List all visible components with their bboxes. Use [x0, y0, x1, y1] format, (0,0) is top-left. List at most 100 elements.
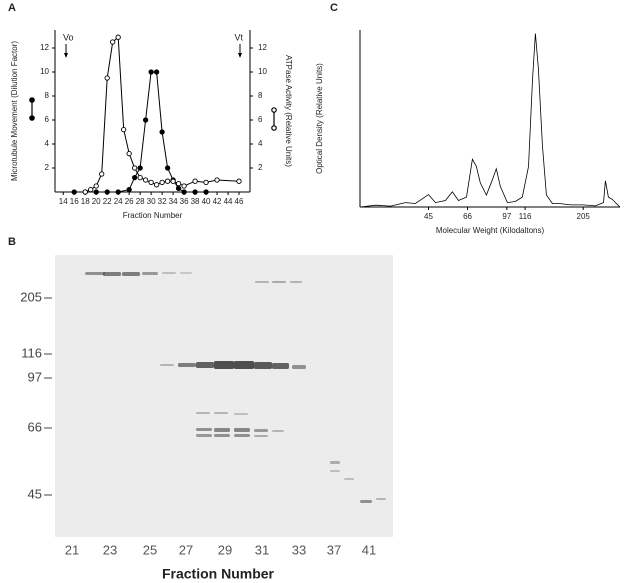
- gel-band: [360, 500, 372, 503]
- x-tick-label: 20: [92, 197, 101, 206]
- y2-tick-label: 10: [258, 67, 267, 76]
- gel-band: [234, 434, 250, 437]
- lane-label: 27: [179, 542, 193, 557]
- x-tick-label: 45: [424, 212, 433, 221]
- data-point: [110, 39, 116, 45]
- y-axis-label: Microtubule Movement (Dilution Factor): [10, 41, 19, 181]
- gel-band: [330, 461, 340, 464]
- gel-band: [272, 363, 289, 369]
- data-point: [137, 174, 143, 181]
- y2-axis-label: ATPase Activity (Relative Units): [284, 55, 293, 167]
- data-point: [181, 183, 187, 189]
- y2-tick-label: 2: [258, 163, 263, 172]
- data-point: [71, 189, 77, 195]
- gel-bands: [85, 272, 386, 503]
- data-point: [142, 117, 149, 123]
- data-point: [115, 34, 121, 40]
- x-tick-label: 40: [202, 197, 211, 206]
- y-axis-label: Optical Density (Relative Units): [315, 63, 324, 174]
- data-line: [74, 71, 207, 193]
- data-point: [192, 178, 198, 184]
- gel-band: [214, 412, 228, 414]
- x-tick-label: 16: [70, 197, 79, 206]
- data-point: [153, 69, 160, 75]
- x-tick-label: 32: [158, 197, 167, 206]
- x-tick-label: 97: [502, 212, 511, 221]
- gel-band: [196, 412, 210, 414]
- data-point: [148, 179, 154, 186]
- lane-label: 31: [255, 542, 269, 557]
- lane-label: 41: [362, 542, 376, 557]
- data-point: [203, 179, 209, 186]
- data-point: [131, 174, 138, 181]
- lane-label: 21: [65, 542, 79, 557]
- gel-band: [234, 361, 254, 369]
- y-tick-label: 6: [45, 115, 50, 124]
- data-point: [126, 186, 132, 193]
- gel-band: [292, 365, 306, 369]
- data-point: [93, 189, 99, 195]
- annotation: Vo: [63, 32, 74, 42]
- data-point: [192, 189, 198, 195]
- gel-band: [234, 413, 248, 415]
- data-point: [142, 177, 149, 183]
- data-point: [214, 177, 220, 183]
- x-tick-label: 14: [59, 197, 68, 206]
- x-tick-label: 24: [114, 197, 123, 206]
- data-point: [126, 150, 132, 157]
- data-point: [104, 75, 110, 81]
- annotation-arrowhead: [238, 53, 242, 58]
- x-tick-label: 42: [213, 197, 222, 206]
- gel-band: [214, 361, 234, 369]
- annotation-arrowhead: [64, 53, 68, 58]
- lane-label: 33: [292, 542, 306, 557]
- data-point: [99, 171, 105, 177]
- data-point: [164, 178, 171, 184]
- x-tick-label: 26: [125, 197, 134, 206]
- panel-label: B: [8, 236, 16, 248]
- annotation: Vt: [234, 32, 243, 42]
- gel-band: [85, 272, 105, 275]
- gel-band: [290, 281, 302, 283]
- gel-band: [272, 430, 284, 432]
- y2-tick-label: 8: [258, 91, 263, 100]
- y2-tick-label: 6: [258, 115, 263, 124]
- x-tick-label: 34: [169, 197, 178, 206]
- gel-band: [196, 362, 214, 368]
- lane-label: 25: [143, 542, 157, 557]
- data-point: [164, 165, 171, 171]
- y-tick-label: 10: [40, 67, 49, 76]
- panel-label: A: [8, 2, 16, 14]
- gel-band: [272, 281, 286, 283]
- gel-x-label: Fraction Number: [162, 566, 275, 582]
- data-point: [175, 185, 182, 192]
- data-point: [181, 189, 187, 195]
- marker-label: 116: [21, 345, 42, 360]
- gel-band: [214, 428, 230, 432]
- panel-label: C: [330, 2, 338, 14]
- x-tick-label: 36: [180, 197, 189, 206]
- data-point: [203, 189, 209, 195]
- x-axis-label: Fraction Number: [123, 211, 183, 220]
- y-tick-label: 12: [40, 43, 49, 52]
- lane-label: 23: [103, 542, 117, 557]
- data-point: [148, 69, 154, 75]
- x-tick-label: 18: [81, 197, 90, 206]
- data-point: [153, 182, 160, 188]
- data-point: [131, 165, 138, 171]
- data-point: [170, 178, 176, 184]
- data-point: [121, 126, 127, 133]
- data-point: [159, 129, 165, 135]
- gel-image: [55, 255, 393, 537]
- data-point: [159, 179, 165, 186]
- gel-band: [214, 434, 230, 437]
- gel-band: [254, 429, 268, 432]
- gel-band: [344, 478, 354, 480]
- x-axis-label: Molecular Weight (Kilodaltons): [436, 226, 545, 235]
- data-point: [236, 178, 242, 184]
- gel-band: [254, 435, 268, 437]
- y-tick-label: 4: [45, 139, 50, 148]
- x-tick-label: 205: [577, 212, 591, 221]
- gel-band: [234, 428, 250, 432]
- marker-label: 45: [28, 486, 42, 501]
